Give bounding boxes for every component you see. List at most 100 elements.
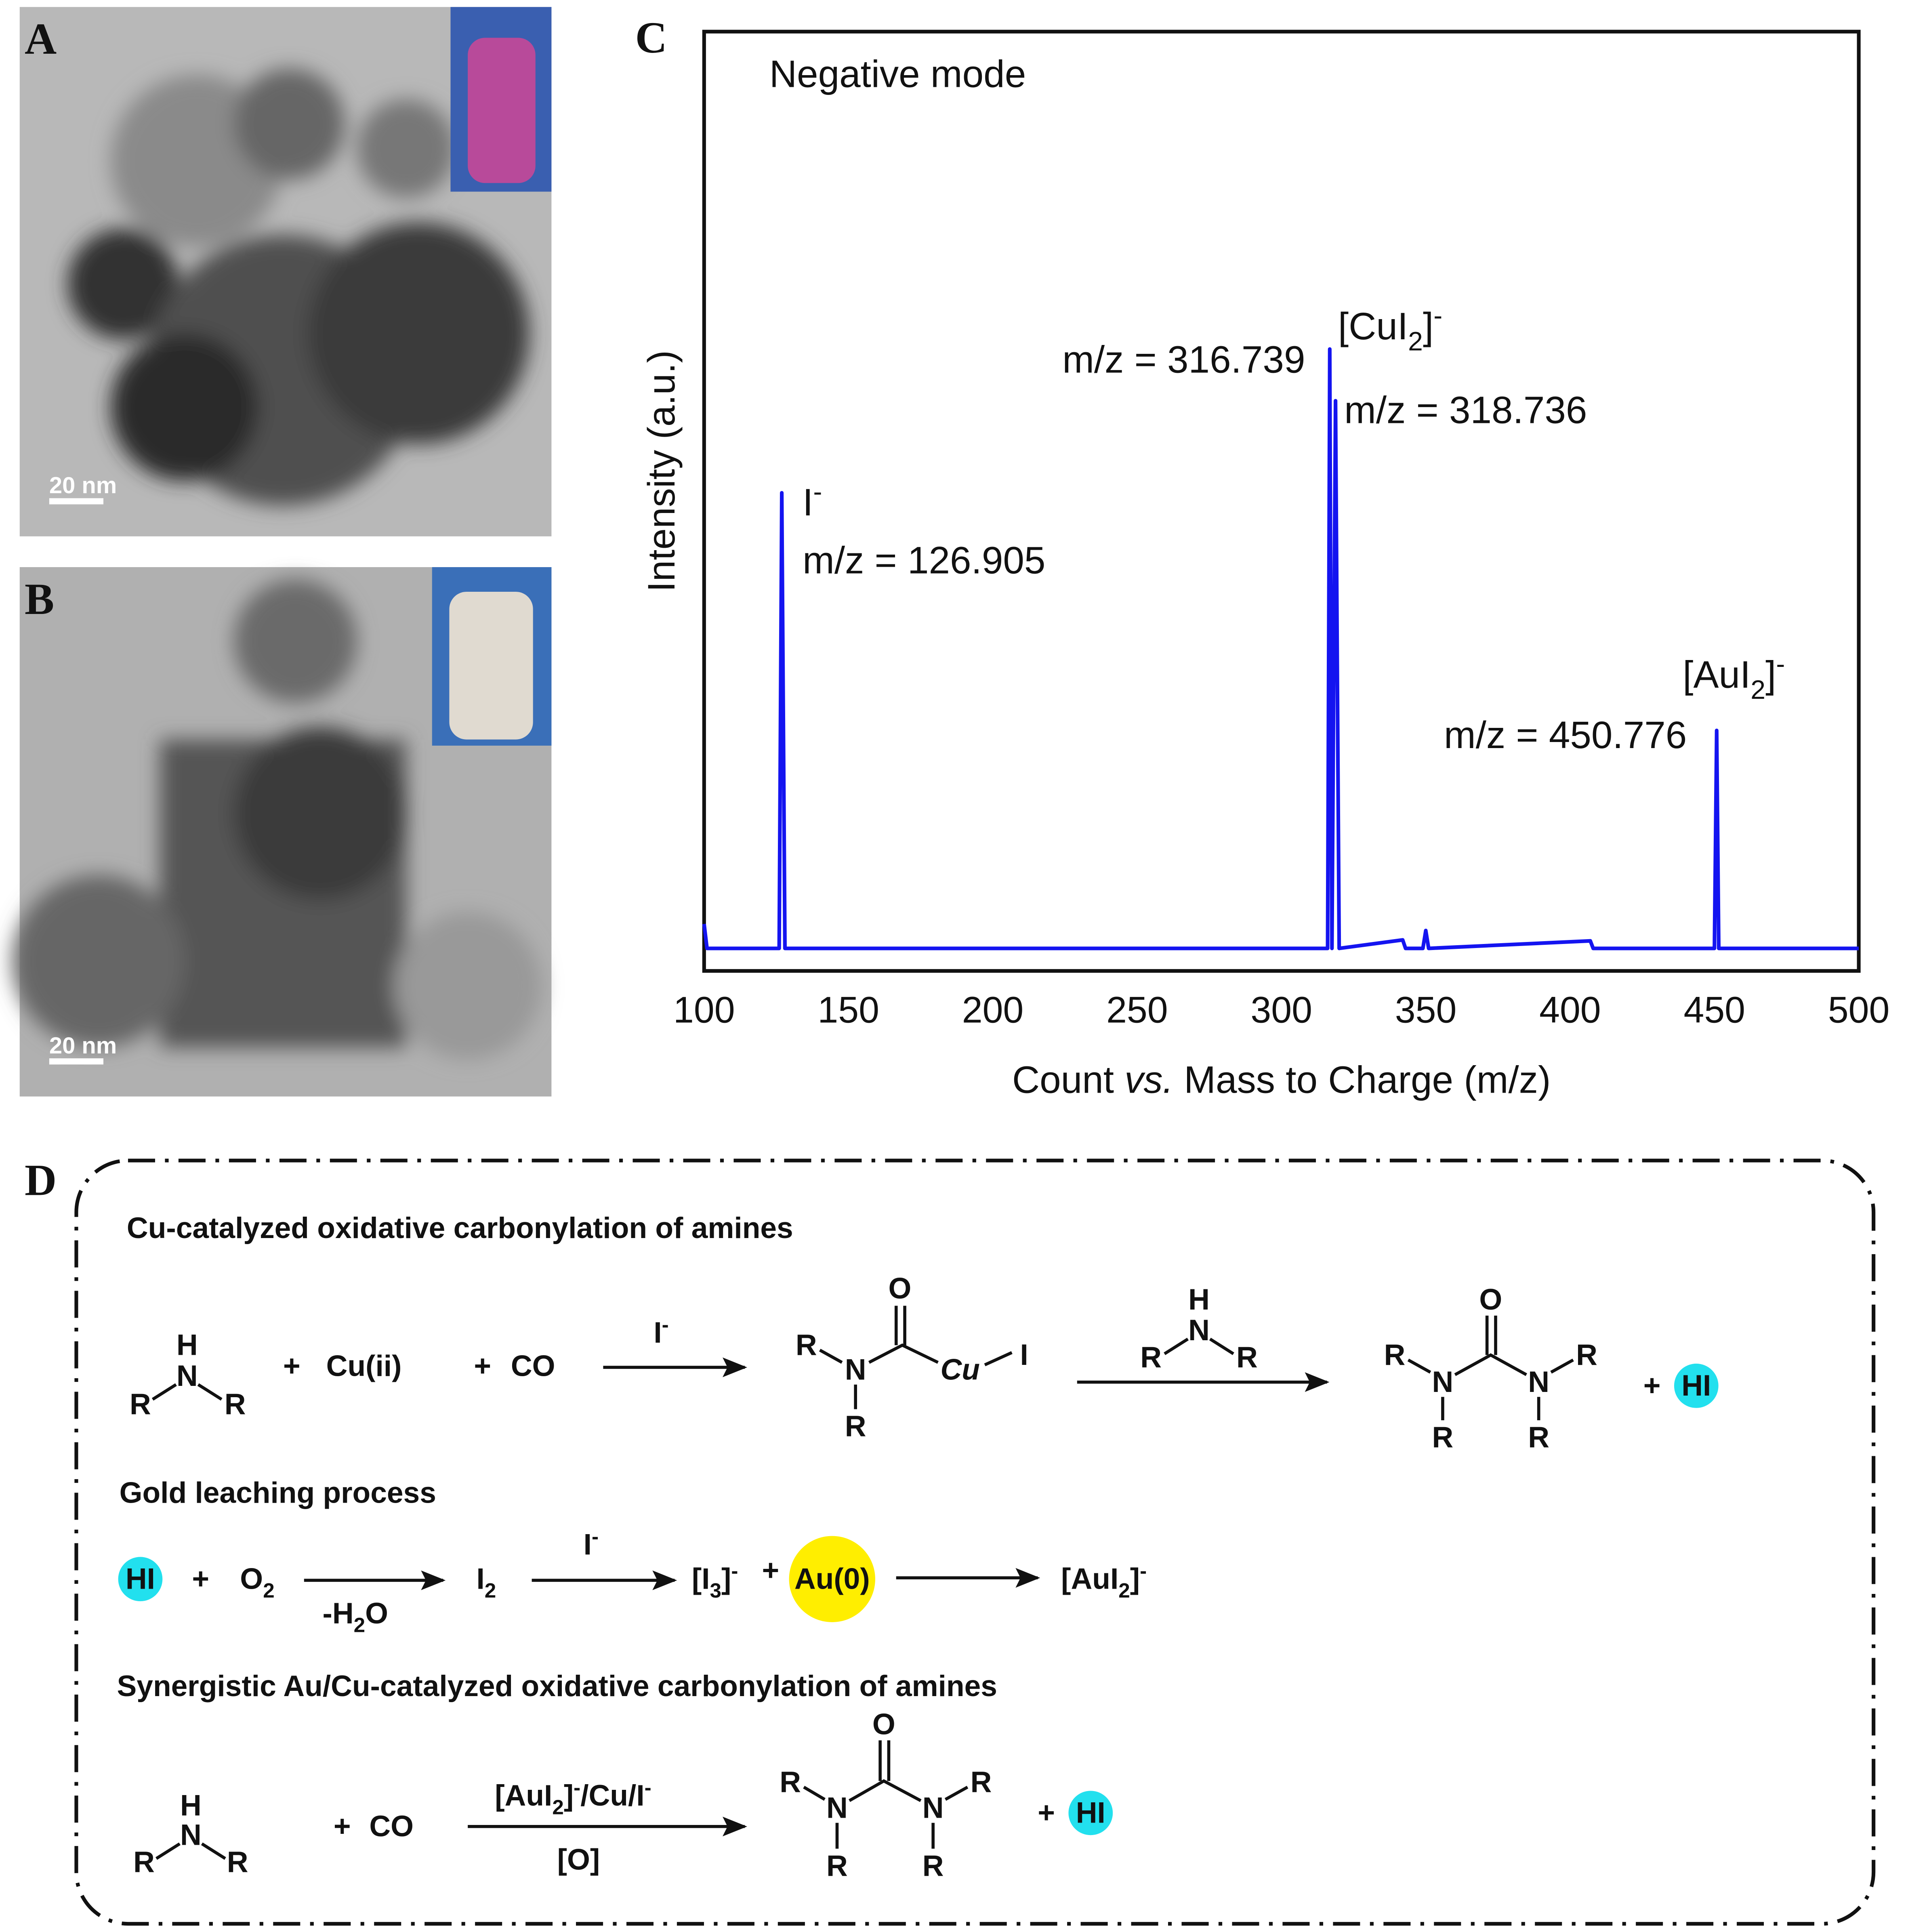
atom: R xyxy=(971,1766,992,1799)
reagent: HI xyxy=(126,1563,155,1596)
scale-bar xyxy=(49,1058,104,1065)
reagent: Au(0) xyxy=(794,1563,870,1596)
charge: - xyxy=(592,1525,599,1548)
chart: Negative mode m/z = 126.905 m/z = 316.73… xyxy=(640,29,1889,1101)
atom: R xyxy=(227,1846,248,1879)
atom: N xyxy=(1188,1314,1210,1347)
atom: ] xyxy=(564,1779,574,1812)
atom: N xyxy=(177,1360,198,1392)
charge: - xyxy=(662,1313,669,1336)
panel-label: C xyxy=(635,13,667,62)
bond xyxy=(1164,1337,1234,1355)
reagent: [I3]- xyxy=(692,1559,738,1602)
bond xyxy=(803,1740,969,1849)
amine: H N R R xyxy=(130,1329,246,1421)
atom: H xyxy=(1188,1283,1210,1316)
catalyst: I- xyxy=(654,1313,668,1349)
highlight xyxy=(1674,1363,1719,1408)
atom: R xyxy=(1140,1341,1162,1374)
atom: [I xyxy=(692,1563,710,1596)
annotation: Negative mode xyxy=(769,53,1026,95)
charge: - xyxy=(1140,1559,1147,1582)
title-part: Count xyxy=(1012,1058,1124,1101)
atom: N xyxy=(845,1354,866,1386)
panel-label: A xyxy=(25,14,57,63)
plus: + xyxy=(283,1350,300,1382)
ion: I xyxy=(803,481,813,524)
atom: N xyxy=(922,1792,944,1825)
x-tick-label: 300 xyxy=(1250,990,1312,1031)
atom: R xyxy=(796,1329,817,1362)
atom: H xyxy=(177,1329,198,1362)
product: HI xyxy=(1076,1797,1105,1829)
atom: N xyxy=(180,1819,202,1852)
annotation: m/z = 316.739 xyxy=(1062,338,1305,381)
acyl-copper: O R N R Cu I xyxy=(796,1272,1028,1442)
reagent: CO xyxy=(511,1350,555,1382)
highlight xyxy=(789,1536,875,1622)
amine: H N R R xyxy=(1140,1283,1258,1374)
y-axis-title: Intensity (a.u.) xyxy=(640,350,683,592)
subscript: 2 xyxy=(263,1579,274,1602)
plus: + xyxy=(1038,1797,1055,1829)
atom: R xyxy=(1236,1341,1258,1374)
atom: O xyxy=(365,1597,388,1630)
reagent: CO xyxy=(369,1810,414,1843)
urea: O R N R N R R xyxy=(1384,1283,1597,1454)
atom: R xyxy=(780,1766,801,1799)
atom: O xyxy=(240,1563,263,1596)
x-tick-label: 250 xyxy=(1106,990,1168,1031)
scale-label: 20 nm xyxy=(49,1033,117,1059)
bond xyxy=(1407,1316,1574,1421)
bond xyxy=(151,1383,223,1401)
plus: + xyxy=(762,1554,780,1587)
panel-label: B xyxy=(25,574,54,624)
charge: - xyxy=(1776,649,1785,679)
amine: H N R R xyxy=(133,1789,248,1878)
charge: - xyxy=(813,477,822,507)
x-tick-label: 350 xyxy=(1395,990,1457,1031)
subscript: 2 xyxy=(354,1613,365,1636)
tem-image-a xyxy=(19,7,552,536)
annotation: m/z = 450.776 xyxy=(1444,714,1687,757)
urea: O R N R N R R xyxy=(780,1708,992,1882)
atom: O xyxy=(888,1272,911,1305)
atom: /Cu/I xyxy=(580,1779,644,1812)
tem-image-b xyxy=(12,567,552,1097)
subscript: 2 xyxy=(552,1795,563,1818)
atom: R xyxy=(1576,1339,1597,1371)
x-tick-label: 100 xyxy=(673,990,735,1031)
product: HI xyxy=(1681,1369,1711,1402)
atom: R xyxy=(1432,1421,1454,1454)
x-tick-label: 450 xyxy=(1683,990,1745,1031)
title-part: Mass to Charge (m/z) xyxy=(1173,1058,1551,1101)
atom: -H xyxy=(323,1597,354,1630)
subscript: 2 xyxy=(1118,1579,1130,1602)
scheme-title: Synergistic Au/Cu-catalyzed oxidative ca… xyxy=(117,1670,997,1703)
scale-bar xyxy=(49,498,104,505)
scheme: Cu-catalyzed oxidative carbonylation of … xyxy=(74,1158,1876,1926)
atom: R xyxy=(130,1388,151,1421)
atom: R xyxy=(1384,1339,1406,1371)
plot-frame xyxy=(702,29,1861,973)
highlight xyxy=(1068,1791,1113,1835)
atom: N xyxy=(826,1792,848,1825)
ion: ] xyxy=(1765,654,1776,696)
atom: [AuI xyxy=(495,1779,552,1812)
spectrum-line xyxy=(702,347,1859,950)
atom: H xyxy=(180,1789,202,1822)
atom: [AuI xyxy=(1061,1563,1118,1596)
charge: - xyxy=(574,1776,580,1799)
plus: + xyxy=(474,1350,491,1382)
product: [AuI2]- xyxy=(1061,1559,1147,1602)
atom: N xyxy=(1528,1366,1549,1398)
x-tick-label: 400 xyxy=(1539,990,1601,1031)
subscript: 2 xyxy=(1408,327,1423,357)
subscript: 2 xyxy=(1750,675,1765,705)
subscript: 2 xyxy=(485,1579,496,1602)
atom: R xyxy=(1528,1421,1549,1454)
x-tick-label: 200 xyxy=(962,990,1024,1031)
ion: [AuI xyxy=(1683,654,1750,696)
plus: + xyxy=(1643,1369,1661,1402)
panel-label: D xyxy=(25,1155,57,1205)
